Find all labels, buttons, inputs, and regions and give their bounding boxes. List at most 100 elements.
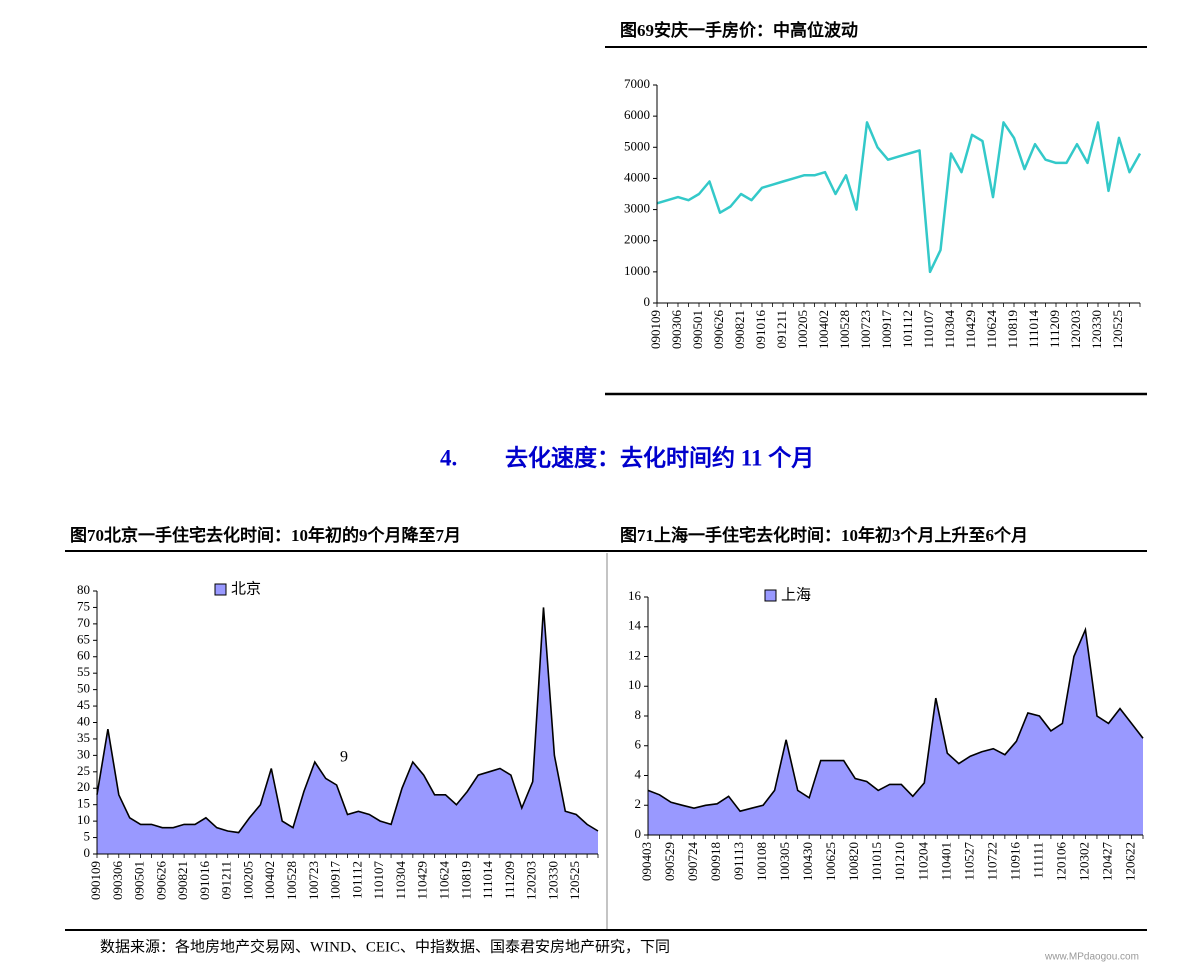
x-tick-label: 110722 (984, 842, 999, 881)
y-tick-label: 60 (77, 648, 90, 663)
x-tick-label: 120330 (545, 861, 560, 900)
x-tick-label: 101210 (892, 842, 907, 881)
section-number: 4. (440, 445, 457, 470)
y-tick-label: 50 (77, 681, 90, 696)
x-tick-label: 120203 (1068, 310, 1083, 349)
x-tick-label: 110304 (393, 861, 408, 900)
x-tick-label: 111111 (1030, 842, 1045, 879)
x-tick-label: 100430 (800, 842, 815, 881)
x-tick-label: 100723 (306, 861, 321, 900)
x-tick-label: 090501 (690, 310, 705, 349)
y-tick-label: 5000 (624, 138, 650, 153)
x-tick-label: 100402 (816, 310, 831, 349)
x-tick-label: 111014 (1026, 310, 1041, 349)
x-tick-label: 120330 (1089, 310, 1104, 349)
x-tick-label: 090109 (648, 310, 663, 349)
x-tick-label: 100917 (879, 310, 894, 350)
y-tick-label: 1000 (624, 263, 650, 278)
x-tick-label: 090626 (153, 861, 168, 901)
y-tick-label: 45 (77, 697, 90, 712)
x-tick-label: 120427 (1099, 842, 1114, 882)
y-tick-label: 30 (77, 746, 90, 761)
y-tick-label: 10 (628, 677, 641, 692)
y-tick-label: 20 (77, 779, 90, 794)
x-tick-label: 110916 (1007, 842, 1022, 881)
x-tick-label: 100205 (795, 310, 810, 349)
x-tick-label: 090109 (88, 861, 103, 900)
y-tick-label: 35 (77, 730, 90, 745)
y-tick-label: 80 (77, 582, 90, 597)
x-tick-label: 111014 (480, 861, 495, 900)
x-tick-label: 110624 (437, 861, 452, 900)
x-tick-label: 110819 (458, 861, 473, 900)
x-tick-label: 101112 (349, 861, 364, 899)
annotation: 9 (340, 749, 348, 766)
y-tick-label: 14 (628, 618, 642, 633)
x-tick-label: 091016 (197, 861, 212, 901)
x-tick-label: 090529 (662, 842, 677, 881)
x-tick-label: 110107 (921, 310, 936, 349)
x-tick-label: 091113 (731, 842, 746, 880)
x-tick-label: 100108 (754, 842, 769, 881)
y-tick-label: 2 (635, 796, 642, 811)
x-tick-label: 090403 (639, 842, 654, 881)
x-tick-label: 100528 (284, 861, 299, 900)
y-tick-label: 55 (77, 664, 90, 679)
x-tick-label: 100917 (328, 861, 343, 901)
x-tick-label: 101015 (869, 842, 884, 881)
x-tick-label: 100820 (846, 842, 861, 881)
area-outline (647, 626, 1144, 813)
x-tick-label: 090626 (711, 310, 726, 350)
legend-swatch (764, 589, 777, 602)
y-tick-label: 70 (77, 615, 90, 630)
y-tick-label: 4000 (624, 169, 650, 184)
y-tick-label: 25 (77, 763, 90, 778)
x-tick-label: 091211 (219, 861, 234, 900)
x-tick-label: 090821 (732, 310, 747, 349)
y-tick-label: 8 (635, 707, 642, 722)
y-tick-label: 10 (77, 812, 90, 827)
y-tick-label: 0 (644, 294, 651, 309)
section-title: 去化速度：去化时间约 11 个月 (505, 444, 814, 470)
x-tick-label: 100305 (777, 842, 792, 881)
x-tick-label: 110429 (415, 861, 430, 900)
x-tick-label: 091211 (774, 310, 789, 349)
x-tick-label: 110107 (371, 861, 386, 900)
x-tick-label: 111209 (1047, 310, 1062, 348)
x-tick-label: 111209 (502, 861, 517, 899)
y-tick-label: 6 (635, 737, 642, 752)
x-tick-label: 120525 (567, 861, 582, 900)
x-tick-label: 110624 (984, 310, 999, 349)
y-tick-label: 0 (84, 845, 91, 860)
x-tick-label: 110204 (915, 842, 930, 881)
x-tick-label: 090821 (175, 861, 190, 900)
chart-title: 图69安庆一手房价：中高位波动 (620, 20, 858, 40)
area (97, 607, 598, 854)
y-tick-label: 4 (635, 766, 642, 781)
y-tick-label: 2000 (624, 232, 650, 247)
area-outline (96, 607, 599, 834)
y-tick-label: 40 (77, 713, 90, 728)
source-note: 数据来源：各地房地产交易网、WIND、CEIC、中指数据、国泰君安房地产研究，下… (100, 937, 670, 955)
x-tick-label: 120203 (524, 861, 539, 900)
y-tick-label: 0 (635, 826, 642, 841)
y-tick-label: 12 (628, 647, 641, 662)
y-tick-label: 75 (77, 598, 90, 613)
x-tick-label: 110819 (1005, 310, 1020, 349)
x-tick-label: 120106 (1053, 842, 1068, 882)
x-tick-label: 100625 (823, 842, 838, 881)
y-tick-label: 3000 (624, 201, 650, 216)
x-tick-label: 101112 (900, 310, 915, 348)
y-tick-label: 6000 (624, 107, 650, 122)
y-tick-label: 16 (628, 588, 642, 603)
x-tick-label: 110401 (938, 842, 953, 881)
x-tick-label: 120622 (1122, 842, 1137, 881)
watermark: www.MPdaogou.com (1044, 952, 1139, 963)
x-tick-label: 090306 (110, 861, 125, 901)
y-tick-label: 5 (84, 829, 91, 844)
x-tick-label: 110304 (942, 310, 957, 349)
y-tick-label: 7000 (624, 76, 650, 91)
x-tick-label: 100528 (837, 310, 852, 349)
line (656, 121, 1142, 274)
